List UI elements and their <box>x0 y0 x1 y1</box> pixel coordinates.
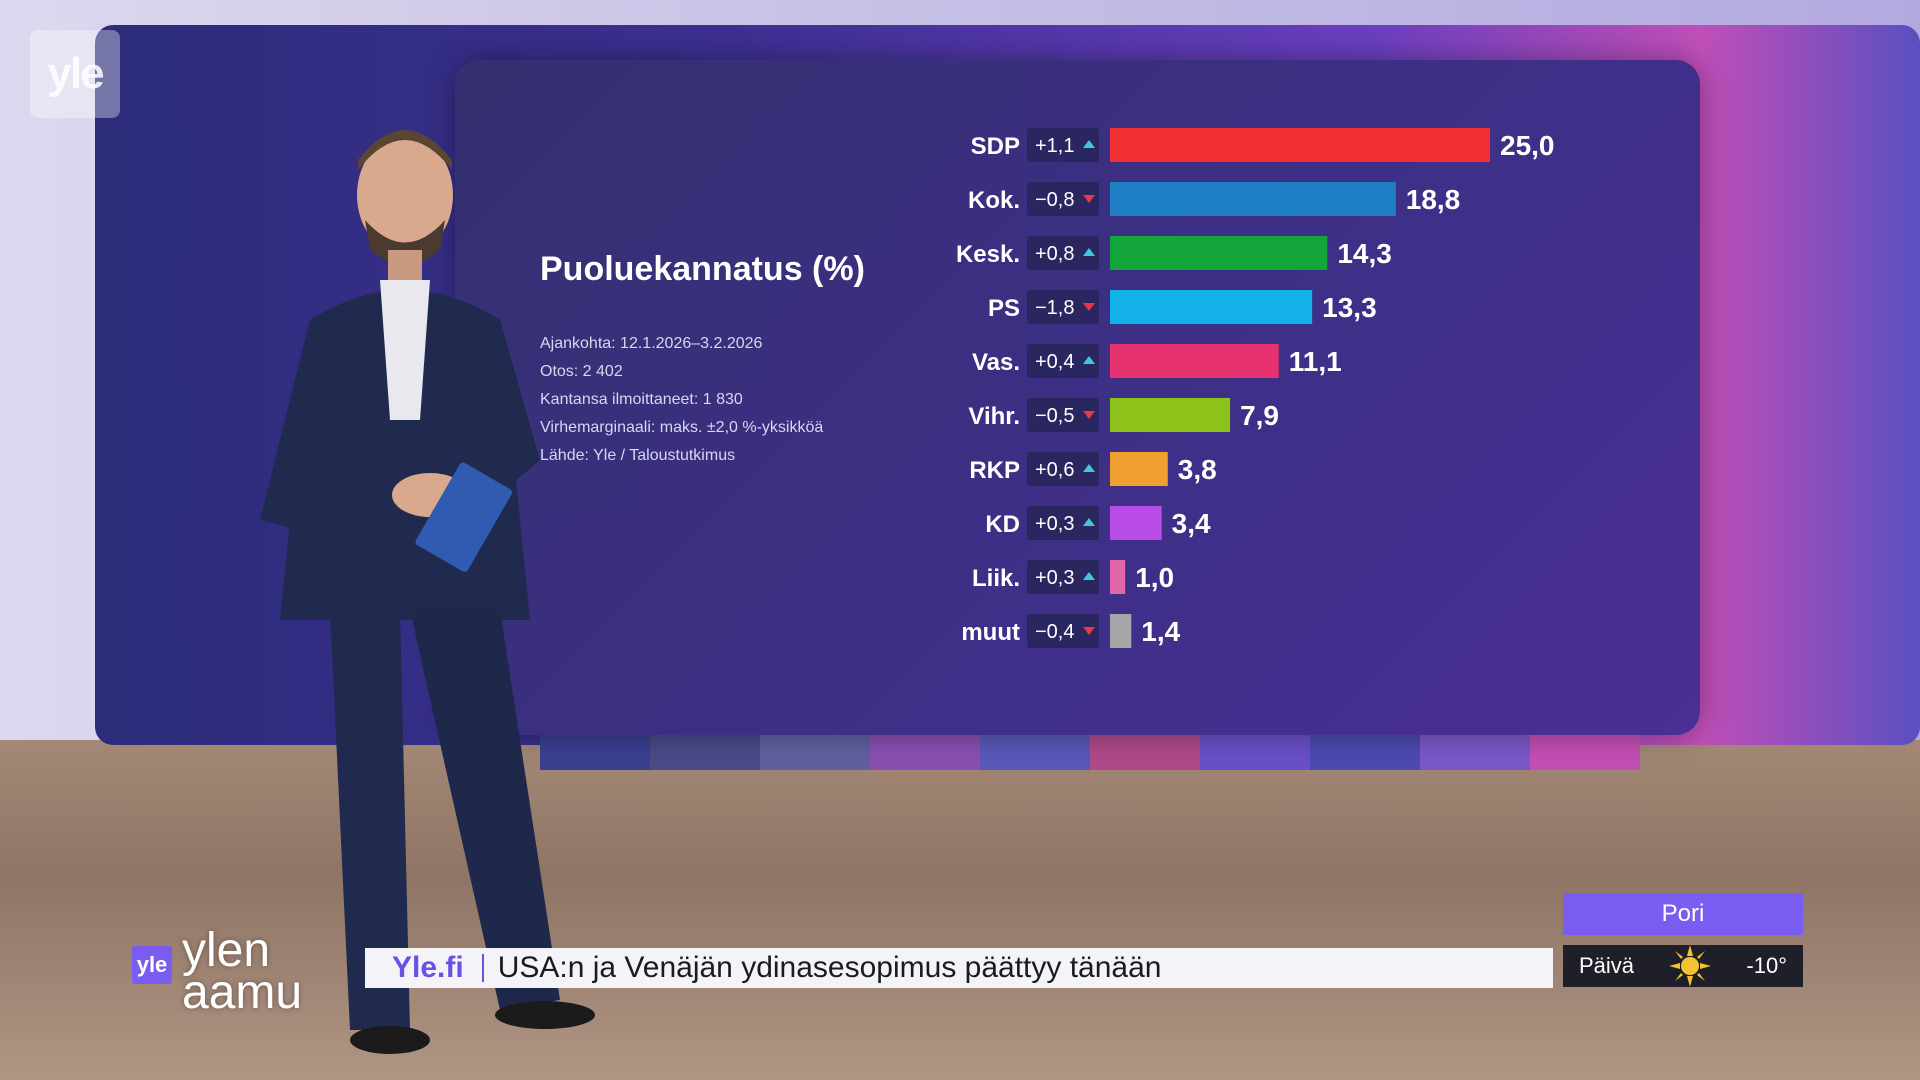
party-label: Kok. <box>968 187 1020 214</box>
weather-row: Päivä -10° <box>1563 945 1803 987</box>
bar <box>1110 398 1231 432</box>
chart-title: Puoluekannatus (%) <box>540 250 865 288</box>
change-badge <box>1027 128 1099 162</box>
bar <box>1110 128 1490 162</box>
show-logo-name: ylen aamu <box>182 924 303 1019</box>
meta-source: Lähde: Yle / Taloustutkimus <box>540 447 736 464</box>
change-badge <box>1027 182 1099 216</box>
channel-logo: yle <box>30 30 120 118</box>
arrow-down-icon <box>1083 627 1095 635</box>
meta-margin: Virhemarginaali: maks. ±2,0 %-yksikköä <box>540 419 824 436</box>
presenter <box>260 130 595 1054</box>
change-label: +0,4 <box>1035 351 1074 373</box>
arrow-down-icon <box>1083 411 1095 419</box>
bar <box>1110 182 1396 216</box>
change-label: +0,6 <box>1035 459 1074 481</box>
value-label: 1,0 <box>1135 562 1174 593</box>
bar <box>1110 344 1279 378</box>
arrow-up-icon <box>1083 356 1095 364</box>
value-label: 7,9 <box>1240 400 1279 431</box>
weather-temperature: -10° <box>1746 953 1787 978</box>
change-label: −0,8 <box>1035 189 1074 211</box>
change-badge <box>1027 506 1099 540</box>
arrow-up-icon <box>1083 140 1095 148</box>
ticker-source: Yle.fi <box>392 951 464 984</box>
change-badge <box>1027 290 1099 324</box>
party-label: RKP <box>969 457 1020 484</box>
party-label: PS <box>988 295 1020 322</box>
value-label: 18,8 <box>1406 184 1461 215</box>
change-badge <box>1027 614 1099 648</box>
change-label: +0,3 <box>1035 567 1074 589</box>
show-logo-line2: aamu <box>182 966 303 1019</box>
show-logo: yle ylen aamu <box>130 927 360 1030</box>
arrow-up-icon <box>1083 464 1095 472</box>
arrow-down-icon <box>1083 195 1095 203</box>
party-label: Liik. <box>972 565 1020 592</box>
change-label: +0,3 <box>1035 513 1074 535</box>
news-ticker: Yle.fi USA:n ja Venäjän ydinasesopimus p… <box>365 948 1553 988</box>
arrow-down-icon <box>1083 303 1095 311</box>
bar <box>1110 506 1162 540</box>
arrow-up-icon <box>1083 572 1095 580</box>
arrow-up-icon <box>1083 518 1095 526</box>
show-logo-badge: yle <box>132 946 172 984</box>
party-label: Vas. <box>972 349 1020 376</box>
ticker-separator <box>481 954 484 982</box>
change-label: −0,5 <box>1035 405 1074 427</box>
party-label: SDP <box>971 133 1020 160</box>
value-label: 14,3 <box>1337 238 1392 269</box>
chart-meta: Ajankohta: 12.1.2026–3.2.2026 Otos: 2 40… <box>540 330 870 470</box>
change-label: −0,4 <box>1035 621 1074 643</box>
show-logo-line1: ylen <box>182 924 271 977</box>
meta-sample: Otos: 2 402 <box>540 363 623 380</box>
meta-respondents: Kantansa ilmoittaneet: 1 830 <box>540 391 743 408</box>
weather-city: Pori <box>1563 893 1803 935</box>
change-label: +0,8 <box>1035 243 1074 265</box>
value-label: 25,0 <box>1500 130 1555 161</box>
bar <box>1110 236 1328 270</box>
change-label: +1,1 <box>1035 135 1074 157</box>
bar <box>1110 560 1126 594</box>
party-label: Vihr. <box>968 403 1020 430</box>
change-badge <box>1027 560 1099 594</box>
value-label: 11,1 <box>1289 346 1342 377</box>
party-label: KD <box>985 511 1020 538</box>
change-badge <box>1027 344 1099 378</box>
weather-period: Päivä <box>1579 953 1635 978</box>
party-label: muut <box>961 619 1020 646</box>
bar <box>1110 290 1313 324</box>
change-label: −1,8 <box>1035 297 1074 319</box>
bar <box>1110 452 1168 486</box>
value-label: 3,8 <box>1178 454 1217 485</box>
change-badge <box>1027 452 1099 486</box>
bar <box>1110 614 1132 648</box>
value-label: 3,4 <box>1172 508 1211 539</box>
change-badge <box>1027 236 1099 270</box>
change-badge <box>1027 398 1099 432</box>
meta-period: Ajankohta: 12.1.2026–3.2.2026 <box>540 335 763 352</box>
arrow-up-icon <box>1083 248 1095 256</box>
sun-icon <box>1669 945 1712 987</box>
value-label: 13,3 <box>1322 292 1377 323</box>
party-label: Kesk. <box>956 241 1020 268</box>
value-label: 1,4 <box>1141 616 1180 647</box>
ticker-headline: USA:n ja Venäjän ydinasesopimus päättyy … <box>497 951 1162 984</box>
